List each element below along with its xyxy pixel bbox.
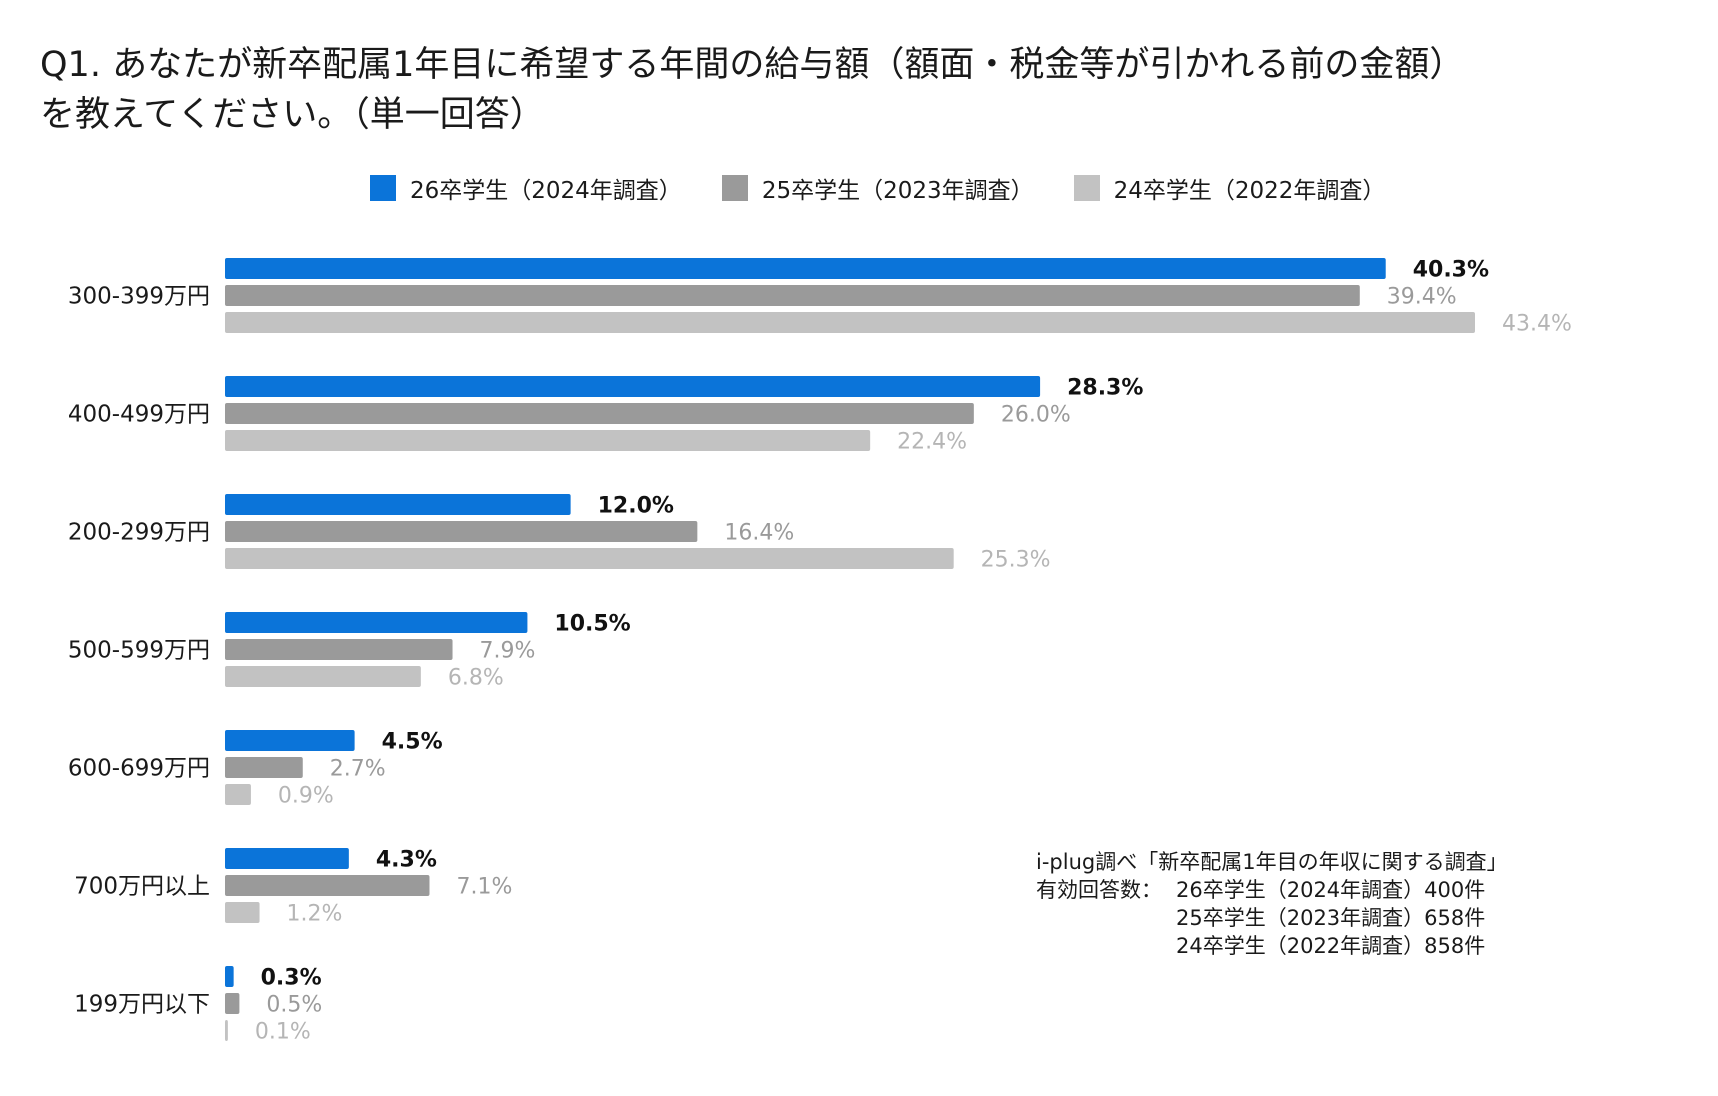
data-label: 40.3% xyxy=(1413,258,1489,283)
chart-title-line-1: Q1. あなたが新卒配属1年目に希望する年間の給与額（額面・税金等が引かれる前の… xyxy=(40,45,1465,85)
legend-item-26: 26卒学生（2024年調査） xyxy=(370,171,682,205)
data-label: 7.9% xyxy=(480,639,536,664)
legend: 26卒学生（2024年調査） 25卒学生（2023年調査） 24卒学生（2022… xyxy=(370,170,1385,206)
data-label: 4.5% xyxy=(382,730,443,755)
category-label: 300-399万円 xyxy=(68,284,210,310)
bar-700万円以上-series-2 xyxy=(225,902,260,923)
data-label: 7.1% xyxy=(456,875,512,900)
category-label: 500-599万円 xyxy=(68,638,210,664)
data-label: 28.3% xyxy=(1067,376,1143,401)
category-label: 600-699万円 xyxy=(68,756,210,782)
bar-700万円以上-series-1 xyxy=(225,875,430,896)
legend-label-26: 26卒学生（2024年調査） xyxy=(410,178,682,204)
bar-300-399万円-series-0 xyxy=(225,258,1386,279)
data-label: 43.4% xyxy=(1502,312,1572,337)
data-label: 26.0% xyxy=(1001,403,1071,428)
data-label: 25.3% xyxy=(981,548,1051,573)
bar-300-399万円-series-1 xyxy=(225,285,1360,306)
bar-700万円以上-series-0 xyxy=(225,848,349,869)
bar-600-699万円-series-1 xyxy=(225,757,303,778)
bar-199万円以下-series-1 xyxy=(225,993,240,1014)
legend-swatch-24 xyxy=(1073,175,1100,201)
source-note-row-24: 24卒学生（2022年調査）858件 xyxy=(1176,934,1486,958)
legend-label-25: 25卒学生（2023年調査） xyxy=(761,178,1034,204)
bar-400-499万円-series-1 xyxy=(225,403,974,424)
data-label: 22.4% xyxy=(897,430,967,455)
legend-label-24: 24卒学生（2022年調査） xyxy=(1113,178,1386,204)
data-label: 0.5% xyxy=(266,993,322,1018)
bar-199万円以下-series-2 xyxy=(225,1020,228,1041)
data-label: 6.8% xyxy=(448,666,504,691)
bar-500-599万円-series-2 xyxy=(225,666,421,687)
chart-title-line-2: を教えてください。（単一回答） xyxy=(40,95,545,135)
bar-199万円以下-series-0 xyxy=(225,966,234,987)
legend-item-25: 25卒学生（2023年調査） xyxy=(721,171,1034,205)
legend-swatch-26 xyxy=(370,175,396,201)
data-label: 10.5% xyxy=(554,612,630,637)
bar-600-699万円-series-2 xyxy=(225,784,251,805)
category-label: 700万円以上 xyxy=(74,874,210,900)
data-label: 0.1% xyxy=(255,1020,311,1045)
source-note-line: i-plug調べ「新卒配属1年目の年収に関する調査」 xyxy=(1036,850,1508,874)
data-label: 1.2% xyxy=(287,902,343,927)
category-label: 400-499万円 xyxy=(68,402,210,428)
source-note-row-25: 25卒学生（2023年調査）658件 xyxy=(1176,906,1486,930)
bar-600-699万円-series-0 xyxy=(225,730,355,751)
legend-item-24: 24卒学生（2022年調査） xyxy=(1073,171,1386,205)
bar-500-599万円-series-0 xyxy=(225,612,528,633)
bar-200-299万円-series-1 xyxy=(225,521,698,542)
bar-400-499万円-series-2 xyxy=(225,430,871,451)
bar-300-399万円-series-2 xyxy=(225,312,1475,333)
bar-200-299万円-series-2 xyxy=(225,548,954,569)
source-note-row-26: 26卒学生（2024年調査）400件 xyxy=(1176,878,1486,902)
data-label: 0.3% xyxy=(261,966,322,991)
source-note-prefix: 有効回答数： xyxy=(1036,878,1162,902)
data-label: 39.4% xyxy=(1387,285,1457,310)
legend-swatch-25 xyxy=(721,175,748,201)
bar-400-499万円-series-0 xyxy=(225,376,1041,397)
data-label: 0.9% xyxy=(278,784,334,809)
category-label: 200-299万円 xyxy=(68,520,210,546)
chart-title: Q1. あなたが新卒配属1年目に希望する年間の給与額（額面・税金等が引かれる前の… xyxy=(40,40,1680,140)
data-label: 2.7% xyxy=(330,757,386,782)
bar-500-599万円-series-1 xyxy=(225,639,453,660)
data-label: 16.4% xyxy=(724,521,794,546)
data-label: 4.3% xyxy=(376,848,437,873)
data-label: 12.0% xyxy=(598,494,674,519)
source-note: i-plug調べ「新卒配属1年目の年収に関する調査」 有効回答数： 26卒学生（… xyxy=(1036,848,1508,960)
bar-200-299万円-series-0 xyxy=(225,494,571,515)
category-label: 199万円以下 xyxy=(74,992,210,1018)
